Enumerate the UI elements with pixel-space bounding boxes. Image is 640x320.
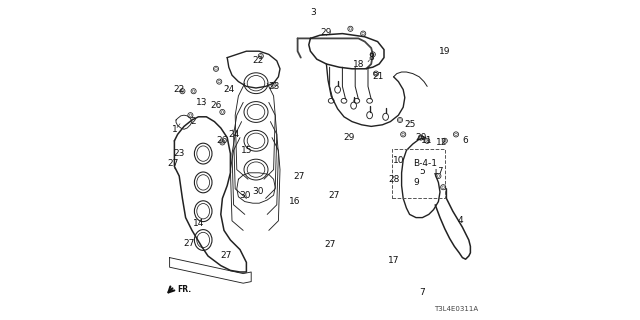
Text: B-4-1: B-4-1	[413, 159, 438, 168]
Text: 16: 16	[289, 197, 300, 206]
Text: 22: 22	[252, 56, 263, 65]
Text: 9: 9	[413, 178, 419, 187]
Text: 29: 29	[343, 133, 355, 142]
Text: 27: 27	[324, 240, 335, 249]
Text: 27: 27	[329, 191, 340, 200]
Text: 8: 8	[369, 53, 374, 62]
Text: 1: 1	[172, 125, 177, 134]
Text: 27: 27	[220, 252, 231, 260]
Text: 24: 24	[228, 130, 239, 139]
Text: 19: 19	[439, 47, 451, 56]
Text: 23: 23	[173, 149, 185, 158]
Text: 17: 17	[433, 167, 444, 176]
Text: 2: 2	[191, 117, 196, 126]
Text: 7: 7	[420, 288, 425, 297]
Text: 27: 27	[183, 239, 195, 248]
Text: 4: 4	[458, 216, 463, 225]
Text: 10: 10	[393, 156, 404, 164]
Text: 30: 30	[239, 191, 250, 200]
Text: 11: 11	[422, 136, 433, 145]
Text: 3: 3	[311, 8, 316, 17]
Text: 24: 24	[223, 85, 234, 94]
Text: 18: 18	[353, 60, 364, 68]
Text: 5: 5	[420, 167, 425, 176]
Text: 30: 30	[252, 188, 263, 196]
Text: 28: 28	[388, 175, 399, 184]
Text: 29: 29	[321, 28, 332, 36]
Text: 26: 26	[211, 101, 221, 110]
Text: 14: 14	[193, 220, 204, 228]
Text: 23: 23	[268, 82, 279, 91]
Text: 15: 15	[241, 146, 252, 155]
Text: 27: 27	[167, 159, 179, 168]
Text: 12: 12	[436, 138, 447, 147]
Text: 20: 20	[415, 133, 426, 142]
Text: 17: 17	[388, 256, 399, 265]
Text: 6: 6	[463, 136, 468, 145]
Text: 26: 26	[217, 136, 228, 145]
Text: 22: 22	[173, 85, 185, 94]
Text: 27: 27	[294, 172, 305, 180]
Text: FR.: FR.	[178, 285, 192, 294]
Text: T3L4E0311A: T3L4E0311A	[435, 306, 479, 312]
Text: 21: 21	[372, 72, 383, 81]
Text: 25: 25	[404, 120, 415, 129]
Text: 13: 13	[196, 98, 207, 107]
